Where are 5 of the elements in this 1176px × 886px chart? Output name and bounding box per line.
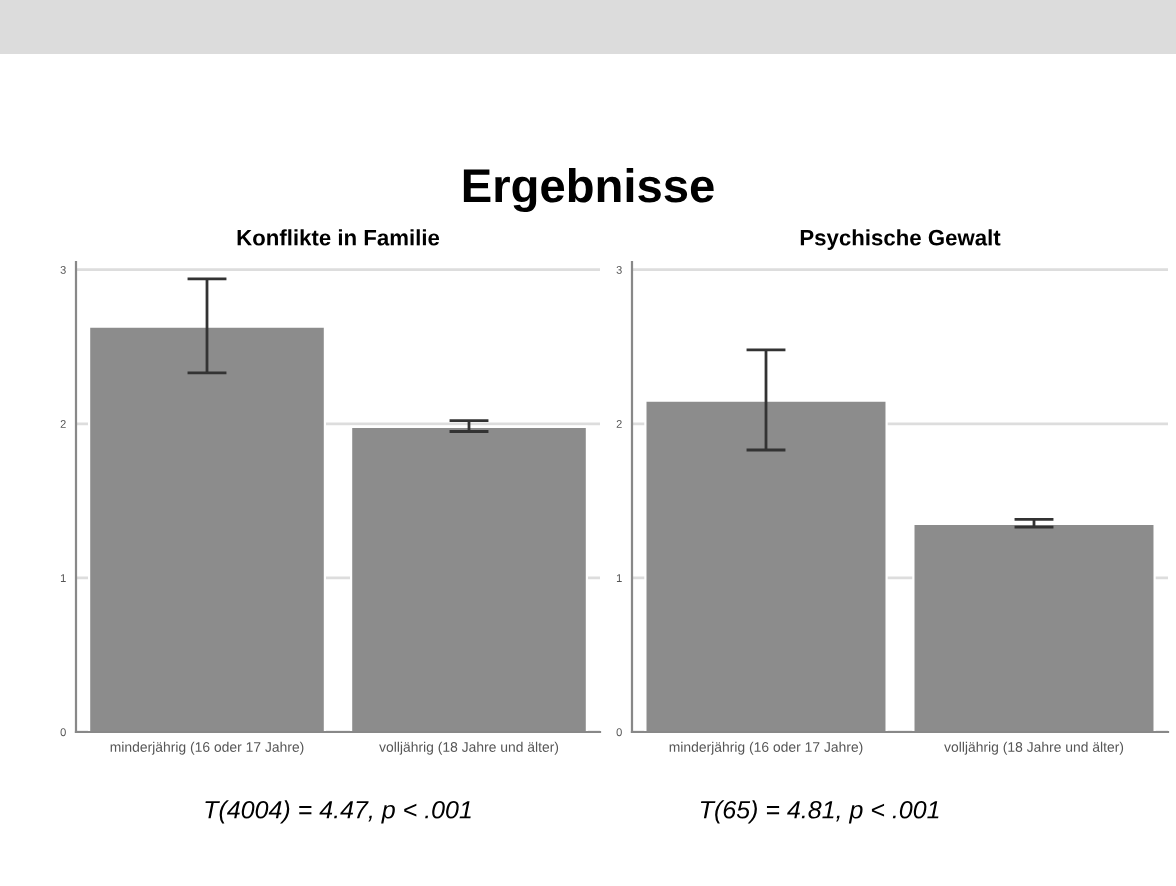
- chart-title: Psychische Gewalt: [800, 229, 1001, 250]
- chart-title: Konflikte in Familie: [237, 229, 440, 246]
- text: Ergebnisse: [463, 167, 714, 213]
- text: T(65) = 4.81, p < .001: [700, 800, 939, 824]
- text: T(4004) = 4.47, p < .001: [205, 800, 471, 824]
